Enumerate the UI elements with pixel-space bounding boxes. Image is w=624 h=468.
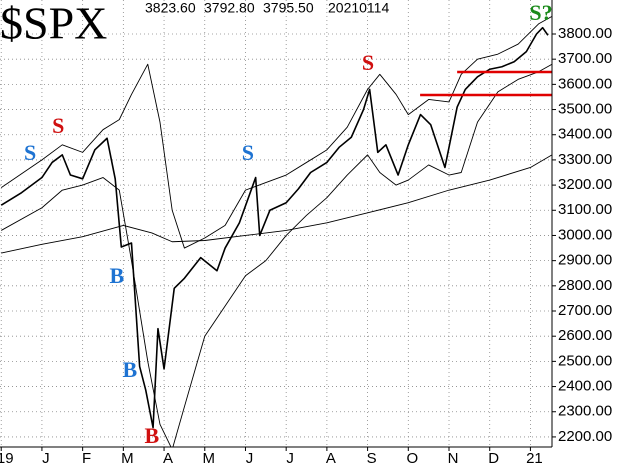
y-tick-label: 2700.00 <box>558 302 612 319</box>
signal-label: S? <box>529 0 552 25</box>
x-tick-label: 21 <box>526 450 543 467</box>
x-tick-label: N <box>448 450 459 467</box>
y-tick-label: 3800.00 <box>558 25 612 42</box>
x-tick-label: M <box>203 450 216 467</box>
signal-label: S <box>24 140 36 165</box>
plot <box>0 15 552 447</box>
header-value: 20210114 <box>328 0 389 16</box>
header-value: 3792.80 <box>204 0 255 16</box>
y-tick-label: 2900.00 <box>558 252 612 269</box>
y-tick-label: 3600.00 <box>558 75 612 92</box>
y-tick-label: 3500.00 <box>558 101 612 118</box>
y-tick-label: 3000.00 <box>558 226 612 243</box>
x-tick-label: M <box>121 450 134 467</box>
x-tick-label: J <box>246 450 254 467</box>
y-tick-label: 2600.00 <box>558 327 612 344</box>
x-tick-label: A <box>326 450 336 467</box>
y-tick-label: 2400.00 <box>558 378 612 395</box>
x-tick-label: O <box>406 450 418 467</box>
series-line <box>1 154 552 254</box>
y-tick-label: 3700.00 <box>558 50 612 67</box>
x-tick-label: 19 <box>0 450 14 467</box>
y-tick-label: 2800.00 <box>558 277 612 294</box>
header-value: 3795.50 <box>263 0 314 16</box>
y-tick-label: 3200.00 <box>558 176 612 193</box>
y-tick-label: 2300.00 <box>558 403 612 420</box>
series-line <box>1 63 552 447</box>
signal-label: B <box>109 263 124 288</box>
chart-title: $SPX <box>0 0 107 49</box>
y-tick-label: 3300.00 <box>558 151 612 168</box>
y-tick-label: 3400.00 <box>558 126 612 143</box>
y-tick-label: 2200.00 <box>558 428 612 445</box>
series-line <box>0 15 552 249</box>
x-tick-label: F <box>82 450 91 467</box>
x-tick-label: J <box>286 450 294 467</box>
signal-label: S <box>362 50 374 75</box>
x-tick-label: A <box>163 450 173 467</box>
signal-label: S <box>242 140 254 165</box>
header-value: 3823.60 <box>145 0 196 16</box>
signal-label: B <box>144 423 159 448</box>
grid <box>0 0 552 447</box>
x-tick-label: D <box>488 450 499 467</box>
x-tick-label: S <box>367 450 377 467</box>
y-tick-label: 3100.00 <box>558 201 612 218</box>
signal-label: S <box>52 113 64 138</box>
y-tick-label: 2500.00 <box>558 352 612 369</box>
x-tick-label: J <box>42 450 50 467</box>
signal-label: B <box>123 357 138 382</box>
